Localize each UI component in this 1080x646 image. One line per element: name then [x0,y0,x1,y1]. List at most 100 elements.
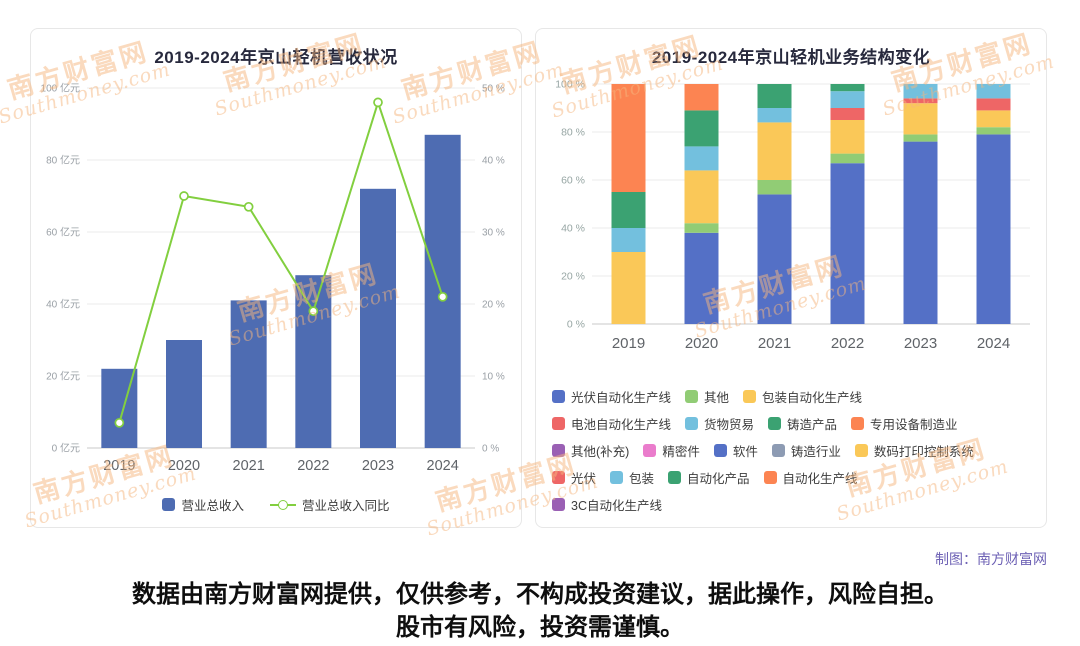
svg-text:2024: 2024 [427,458,459,474]
svg-text:2019: 2019 [612,335,645,352]
legend-label: 包装自动化生产线 [762,391,863,405]
disclaimer-line1: 数据由南方财富网提供，仅供参考，不构成投资建议，据此操作，风险自担。 [132,581,948,608]
structure-chart-svg: 0 % 20 % 40 % 60 % 80 % 100 % 2019 2020 2021 2022… [555,79,1030,352]
stack-segment [684,223,719,233]
svg-text:100 %: 100 % [555,79,585,91]
legend-item[interactable]: 光伏自动化生产线 [552,387,671,406]
stack-segment [757,108,792,123]
legend-label: 3C自动化生产线 [571,499,662,513]
stack-segment [903,134,938,142]
legend-swatch [771,444,785,457]
svg-text:20 亿元: 20 亿元 [46,370,80,383]
structure-chart-panel: 2019-2024年京山轻机业务结构变化 0 % 20 % 40 % 60 % 80 %… [535,28,1047,528]
legend-item[interactable]: 铸造产品 [768,414,837,433]
legend-swatch [743,390,757,403]
legend-item[interactable]: 光伏 [552,468,596,487]
legend-label: 货物贸易 [704,418,755,432]
svg-text:60 亿元: 60 亿元 [46,226,80,239]
stack-segment [757,180,792,195]
svg-text:2023: 2023 [362,458,394,474]
svg-text:20 %: 20 % [482,300,505,311]
legend-item-revenue[interactable]: 营业总收入 [162,495,244,514]
svg-text:2022: 2022 [297,458,329,474]
legend-item[interactable]: 货物贸易 [685,414,754,433]
disclaimer: 数据由南方财富网提供，仅供参考，不构成投资建议，据此操作，风险自担。 股市有风险… [0,578,1080,644]
stack-segment [684,84,719,111]
stack-segment [830,84,865,92]
bar-swatch [162,498,176,511]
legend-label: 其他 [704,391,730,405]
legend-item[interactable]: 专用设备制造业 [851,414,958,433]
revenue-chart: 0 亿元 0 % 20 亿元 10 % 40 亿元 20 % 60 亿元 30 % 80 亿元 4… [31,72,521,491]
stack-segment [830,153,865,164]
svg-text:10 %: 10 % [482,372,505,383]
legend-swatch [685,390,699,403]
svg-text:0 %: 0 % [567,319,585,331]
revenue-chart-legend: 营业总收入 营业总收入同比 [31,495,521,514]
growth-line-point [308,306,319,317]
stack-segment [684,110,719,147]
legend-label: 营业总收入同比 [302,499,390,513]
legend-item[interactable]: 铸造行业 [771,441,841,460]
legend-swatch [552,390,565,403]
growth-line-point [114,417,125,428]
svg-text:2020: 2020 [685,335,718,352]
legend-swatch [763,471,777,484]
legend-item[interactable]: 包装 [610,468,654,487]
svg-text:60 %: 60 % [561,175,585,187]
legend-label: 包装 [629,472,655,486]
legend-item[interactable]: 3C自动化生产线 [552,495,662,514]
svg-text:2021: 2021 [233,458,265,474]
legend-swatch [552,417,565,430]
legend-label: 其他(补充) [571,445,630,459]
revenue-bar [360,188,396,449]
legend-label: 自动化生产线 [782,472,858,486]
legend-item[interactable]: 自动化产品 [668,468,750,487]
chart-credit: 制图：南方财富网 [935,551,1047,567]
svg-text:2022: 2022 [831,335,864,352]
stack-segment [757,122,792,180]
svg-text:40 %: 40 % [561,223,585,235]
legend-label: 数码打印控制系统 [873,445,974,459]
legend-swatch [854,444,868,457]
legend-label: 铸造行业 [790,445,841,459]
legend-row: 光伏自动化生产线 其他 包装自动化生产线 [552,383,1046,410]
stack-segment [684,170,719,224]
legend-item-growth[interactable]: 营业总收入同比 [270,495,390,514]
legend-item[interactable]: 其他(补充) [552,441,629,460]
legend-swatch [713,444,727,457]
legend-item[interactable]: 电池自动化生产线 [552,414,671,433]
svg-text:40 亿元: 40 亿元 [46,298,80,311]
revenue-bar [424,134,461,449]
svg-text:2023: 2023 [904,335,937,352]
legend-label: 精密件 [662,445,700,459]
legend-item[interactable]: 软件 [713,441,758,460]
revenue-bar [295,275,332,448]
legend-label: 电池自动化生产线 [571,418,672,432]
growth-line-point [179,191,189,201]
stack-segment [757,84,792,108]
structure-chart-legend: 光伏自动化生产线 其他 包装自动化生产线 电池自动化生产线 货物贸易 铸造产品 专用设备制造… [552,383,1046,518]
legend-swatch [668,471,682,484]
growth-line-point [437,291,448,302]
stack-segment [757,194,792,324]
legend-item[interactable]: 数码打印控制系统 [854,441,974,460]
revenue-chart-panel: 2019-2024年京山轻机营收状况 0 亿元 0 % 20 亿元 10 % 40 亿元… [30,28,522,528]
structure-chart: 0 % 20 % 40 % 60 % 80 % 100 % 2019 2020 2021 2022… [536,72,1046,379]
growth-line [118,99,444,424]
revenue-chart-svg: 0 亿元 0 % 20 亿元 10 % 40 亿元 20 % 60 亿元 30 % 80 亿元 4… [41,82,505,475]
legend-item[interactable]: 其他 [685,387,729,406]
legend-item[interactable]: 自动化生产线 [763,468,858,487]
stack-segment [830,108,865,120]
svg-text:0 %: 0 % [482,444,499,455]
stack-segment [976,110,1011,128]
legend-item[interactable]: 精密件 [643,441,700,460]
legend-row: 其他(补充) 精密件 软件 铸造行业 数码打印控制系统 [552,437,1046,464]
stack-segment [684,232,719,324]
revenue-chart-title: 2019-2024年京山轻机营收状况 [154,48,398,67]
stack-segment [830,163,865,324]
legend-swatch [552,444,565,457]
stack-segment [903,103,938,135]
legend-item[interactable]: 包装自动化生产线 [743,387,862,406]
